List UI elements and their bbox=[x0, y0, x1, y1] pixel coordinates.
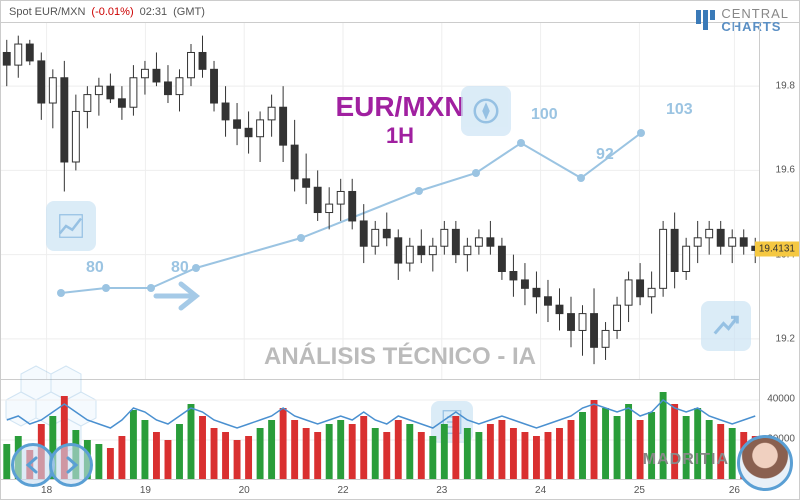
pct-change: (-0.01%) bbox=[91, 6, 133, 18]
price-chart[interactable] bbox=[1, 23, 759, 379]
wm-number: 92 bbox=[596, 146, 614, 164]
wm-chart-icon bbox=[46, 201, 96, 251]
wm-number: 103 bbox=[666, 101, 693, 119]
time-label: 02:31 bbox=[140, 6, 168, 18]
wm-number: 80 bbox=[86, 259, 104, 277]
instrument-label: Spot EUR/MXN bbox=[9, 6, 85, 18]
price-axis: 19.219.419.619.819.4131 bbox=[759, 23, 799, 379]
nav-next-button[interactable] bbox=[49, 443, 93, 487]
wm-arrow-icon bbox=[151, 276, 211, 316]
wm-number: 80 bbox=[171, 259, 189, 277]
wm-compass-icon bbox=[461, 86, 511, 136]
tz-label: (GMT) bbox=[173, 6, 205, 18]
wm-number: 100 bbox=[531, 106, 558, 124]
time-axis: 1819202223242526 bbox=[1, 479, 759, 499]
current-price-badge: 19.4131 bbox=[755, 242, 799, 257]
chart-container: Spot EUR/MXN (-0.01%) 02:31 (GMT) CENTRA… bbox=[0, 0, 800, 500]
header-bar: Spot EUR/MXN (-0.01%) 02:31 (GMT) bbox=[1, 1, 799, 23]
author-avatar[interactable] bbox=[737, 435, 793, 491]
author-label: MADRITIA bbox=[643, 451, 729, 469]
wm-trend-icon bbox=[701, 301, 751, 351]
